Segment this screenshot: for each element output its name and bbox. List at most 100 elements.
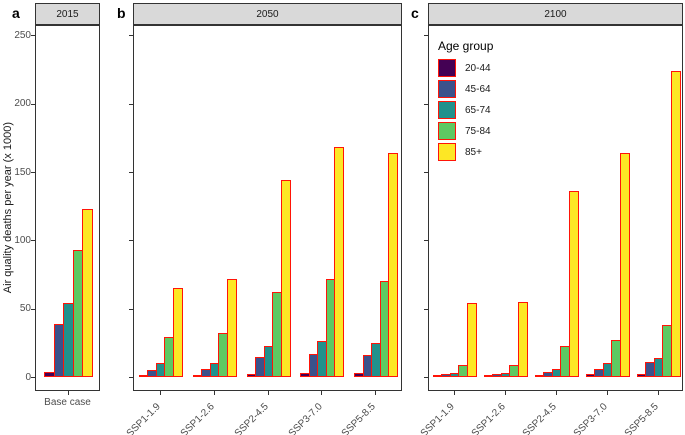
panel-letter-c: c — [411, 5, 419, 21]
bar-85plus — [388, 152, 399, 377]
bar-group-ssp5-8-5 — [636, 70, 681, 377]
bar-group-ssp1-2-6 — [192, 278, 237, 377]
panel-strip-label: 2015 — [56, 8, 79, 20]
panel-letter-b: b — [117, 5, 126, 21]
y-tick-mark — [129, 103, 133, 105]
y-tick-label: 200 — [14, 98, 31, 110]
bar-group-ssp1-1-9 — [138, 288, 183, 377]
panel-2015: 2015 Base case — [31, 3, 100, 433]
bar-group-ssp3-7-0 — [585, 152, 630, 377]
legend-swatch-45-64 — [438, 80, 456, 98]
panel-2050: 2050 SSP1-1.9 SSP1-2.6 SSP2-4.5 SSP3-7.0 SSP… — [125, 3, 402, 435]
y-tick-mark — [424, 172, 428, 174]
x-tick-label: SSP5-8.5 — [622, 401, 661, 435]
y-tick-mark — [424, 35, 428, 37]
x-tick-mark — [657, 391, 659, 395]
x-tick-mark — [504, 391, 506, 395]
legend-label: 45-64 — [465, 83, 491, 95]
y-tick-mark — [424, 103, 428, 105]
x-tick-mark — [213, 391, 215, 395]
panel-2100: 2100 Age group 20-44 45-64 65-74 — [418, 3, 683, 435]
x-tick-mark — [159, 391, 161, 395]
bar-group-ssp1-1-9 — [432, 303, 477, 377]
bar-85plus — [670, 70, 681, 377]
bar-group-ssp2-4-5 — [534, 191, 579, 377]
panel-plot-2050 — [129, 25, 402, 391]
y-tick-mark — [31, 308, 35, 310]
panel-strip-label: 2050 — [256, 8, 279, 20]
bar-85plus — [568, 191, 579, 377]
y-tick-label: 150 — [14, 166, 31, 178]
bar-85plus — [172, 288, 183, 377]
y-tick-mark — [129, 35, 133, 37]
bar-85plus — [517, 301, 528, 377]
bar-85plus — [466, 303, 477, 377]
x-tick-label: SSP3-7.0 — [571, 401, 610, 435]
x-tick-mark — [555, 391, 557, 395]
x-tick-label: SSP2-4.5 — [232, 401, 271, 435]
y-tick-label: 100 — [14, 234, 31, 246]
y-tick-mark — [424, 308, 428, 310]
x-tick-label: SSP2-4.5 — [520, 401, 559, 435]
legend-swatch-65-74 — [438, 101, 456, 119]
bar-group-ssp3-7-0 — [300, 147, 345, 377]
y-axis-title: Air quality deaths per year (x 1000) — [2, 122, 14, 294]
y-tick-mark — [424, 377, 428, 378]
bar-85plus — [334, 147, 345, 377]
y-tick-label: 50 — [19, 303, 31, 315]
bar-85plus — [226, 278, 237, 377]
bar-group-ssp5-8-5 — [354, 152, 399, 377]
legend-item-85plus: 85+ — [438, 143, 493, 161]
bar-group-ssp2-4-5 — [246, 180, 291, 377]
bar-85plus — [82, 208, 93, 377]
y-tick-mark — [129, 377, 133, 378]
bar-85plus — [619, 152, 630, 377]
panel-plot-2015 — [31, 25, 100, 391]
y-tick-mark — [31, 377, 35, 378]
x-tick-mark — [321, 391, 323, 395]
legend-item-20-44: 20-44 — [438, 59, 493, 77]
y-tick-mark — [424, 240, 428, 242]
legend-label: 65-74 — [465, 104, 491, 116]
legend-swatch-85plus — [438, 143, 456, 161]
y-tick-mark — [31, 103, 35, 105]
x-tick-mark — [453, 391, 455, 395]
x-tick-mark — [67, 391, 69, 395]
x-tick-label: SSP1-2.6 — [178, 401, 217, 435]
y-tick-mark — [129, 308, 133, 310]
legend-item-45-64: 45-64 — [438, 80, 493, 98]
x-tick-label: SSP1-1.9 — [418, 401, 457, 435]
x-tick-label: SSP1-2.6 — [469, 401, 508, 435]
x-tick-label: SSP5-8.5 — [340, 401, 379, 435]
y-axis-title-wrap: Air quality deaths per year (x 1000) — [1, 25, 15, 391]
panel-strip-2100: 2100 — [428, 3, 683, 25]
legend-swatch-20-44 — [438, 59, 456, 77]
panel-plot-2100: Age group 20-44 45-64 65-74 75-84 — [424, 25, 683, 391]
legend-label: 20-44 — [465, 62, 491, 74]
y-tick-label: 250 — [14, 29, 31, 41]
x-tick-mark — [606, 391, 608, 395]
legend-item-75-84: 75-84 — [438, 122, 493, 140]
y-tick-label: 0 — [25, 371, 31, 383]
y-tick-mark — [31, 172, 35, 174]
legend-label: 75-84 — [465, 125, 491, 137]
x-tick-label: SSP1-1.9 — [124, 401, 163, 435]
legend-label: 85+ — [465, 146, 482, 158]
panel-strip-label: 2100 — [544, 8, 567, 20]
age-group-legend: Age group 20-44 45-64 65-74 75-84 — [438, 39, 493, 164]
x-tick-mark — [375, 391, 377, 395]
bar-85plus — [280, 180, 291, 377]
x-tick-mark — [267, 391, 269, 395]
bar-group-base-case — [44, 208, 93, 377]
x-tick-label: SSP3-7.0 — [286, 401, 325, 435]
y-tick-mark — [31, 240, 35, 242]
panel-strip-2015: 2015 — [35, 3, 100, 25]
y-tick-mark — [129, 172, 133, 174]
y-tick-mark — [31, 35, 35, 37]
legend-title: Age group — [438, 39, 494, 53]
y-tick-mark — [129, 240, 133, 242]
legend-item-65-74: 65-74 — [438, 101, 493, 119]
panel-strip-2050: 2050 — [133, 3, 402, 25]
panel-letter-a: a — [12, 5, 20, 21]
